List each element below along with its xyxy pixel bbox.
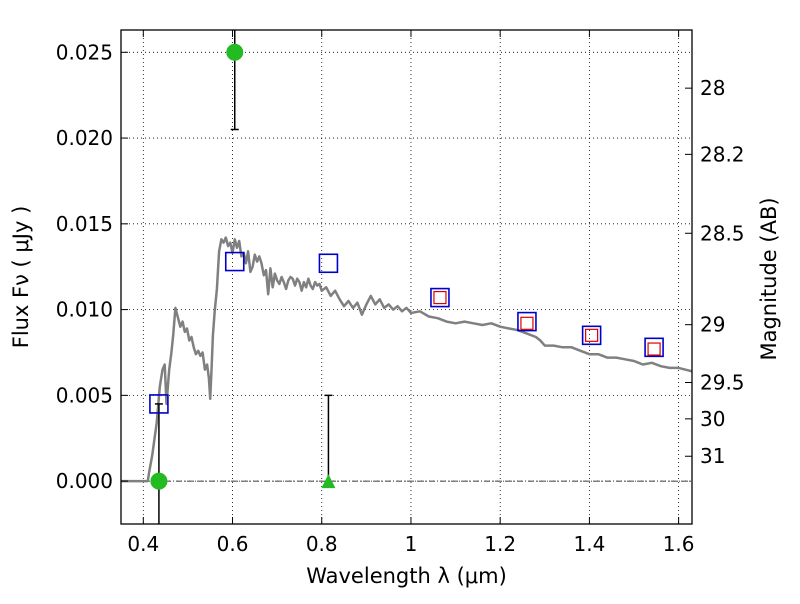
model-flux-square (224, 251, 245, 272)
x-axis-label: Wavelength λ (μm) (306, 564, 507, 588)
x-tick-label: 1 (405, 532, 418, 556)
magnitude-axis-label: Magnitude (AB) (757, 197, 781, 360)
model-flux-square (581, 325, 602, 346)
y-tick-label: 0.015 (56, 212, 113, 236)
magnitude-tick-label: 28.5 (700, 221, 745, 245)
observed-flux-square (585, 328, 599, 342)
measured-flux-point (226, 43, 244, 61)
magnitude-tick-label: 28 (700, 76, 725, 100)
sed-line (121, 236, 693, 483)
model-flux-square (318, 253, 339, 274)
x-tick-label: 0.8 (306, 532, 338, 556)
x-tick-label: 0.6 (217, 532, 249, 556)
grid (121, 30, 692, 524)
magnitude-tick-label: 28.2 (700, 142, 745, 166)
x-tick-label: 1.4 (573, 532, 605, 556)
magnitude-tick-label: 29 (700, 313, 725, 337)
magnitude-tick-label: 31 (700, 444, 725, 468)
magnitude-tick-label: 29.5 (700, 370, 745, 394)
magnitude-axis-ticks: 28 28.2 28.5 29 29.5 30 31 (685, 76, 745, 468)
y-axis-ticks: 0.000 0.005 0.010 0.015 0.020 0.025 (56, 40, 128, 493)
model-flux-square (644, 337, 664, 358)
x-tick-label: 1.6 (663, 532, 695, 556)
x-tick-label: 1.2 (484, 532, 516, 556)
measured-flux-point (150, 472, 168, 490)
observed-flux-square (433, 290, 447, 305)
plot-frame (120, 29, 693, 525)
y-axis-label: Flux Fν ( μJy ) (9, 206, 33, 349)
y-tick-label: 0.000 (56, 469, 113, 493)
observed-flux-square (647, 342, 661, 356)
model-flux-square (430, 287, 450, 308)
y-tick-label: 0.005 (56, 383, 113, 407)
x-tick-label: 0.4 (127, 532, 159, 556)
y-tick-label: 0.020 (56, 126, 113, 150)
error-bars (154, 30, 333, 524)
sed-model-line (121, 236, 693, 483)
model-flux-square (149, 394, 169, 414)
data-points (149, 43, 664, 490)
observed-flux-square (520, 316, 534, 330)
upper-limit-triangle (321, 474, 336, 489)
model-flux-square (517, 311, 537, 332)
y-tick-label: 0.025 (56, 40, 113, 64)
x-axis-ticks: 0.4 0.6 0.8 1 1.2 1.4 1.6 (127, 30, 695, 556)
y-tick-label: 0.010 (56, 298, 113, 322)
magnitude-tick-label: 30 (700, 407, 725, 431)
